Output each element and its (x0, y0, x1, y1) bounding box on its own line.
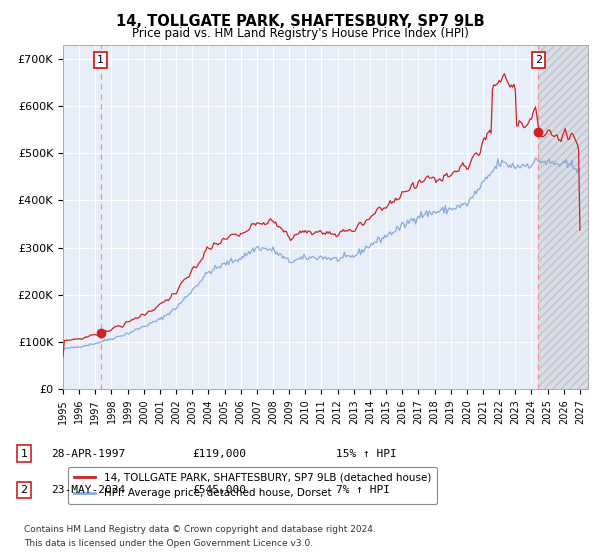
Text: 7% ↑ HPI: 7% ↑ HPI (336, 485, 390, 495)
Text: 14, TOLLGATE PARK, SHAFTESBURY, SP7 9LB: 14, TOLLGATE PARK, SHAFTESBURY, SP7 9LB (116, 14, 484, 29)
Text: £545,000: £545,000 (192, 485, 246, 495)
Text: 15% ↑ HPI: 15% ↑ HPI (336, 449, 397, 459)
Text: This data is licensed under the Open Government Licence v3.0.: This data is licensed under the Open Gov… (24, 539, 313, 548)
Text: 28-APR-1997: 28-APR-1997 (51, 449, 125, 459)
Text: 1: 1 (97, 55, 104, 65)
Text: Contains HM Land Registry data © Crown copyright and database right 2024.: Contains HM Land Registry data © Crown c… (24, 525, 376, 534)
Bar (538, 45, 588, 389)
Bar (538, 45, 588, 389)
Text: 1: 1 (20, 449, 28, 459)
Text: Price paid vs. HM Land Registry's House Price Index (HPI): Price paid vs. HM Land Registry's House … (131, 27, 469, 40)
Legend: 14, TOLLGATE PARK, SHAFTESBURY, SP7 9LB (detached house), HPI: Average price, de: 14, TOLLGATE PARK, SHAFTESBURY, SP7 9LB … (68, 466, 437, 505)
Text: £119,000: £119,000 (192, 449, 246, 459)
Text: 2: 2 (20, 485, 28, 495)
Text: 2: 2 (535, 55, 542, 65)
Text: 23-MAY-2024: 23-MAY-2024 (51, 485, 125, 495)
